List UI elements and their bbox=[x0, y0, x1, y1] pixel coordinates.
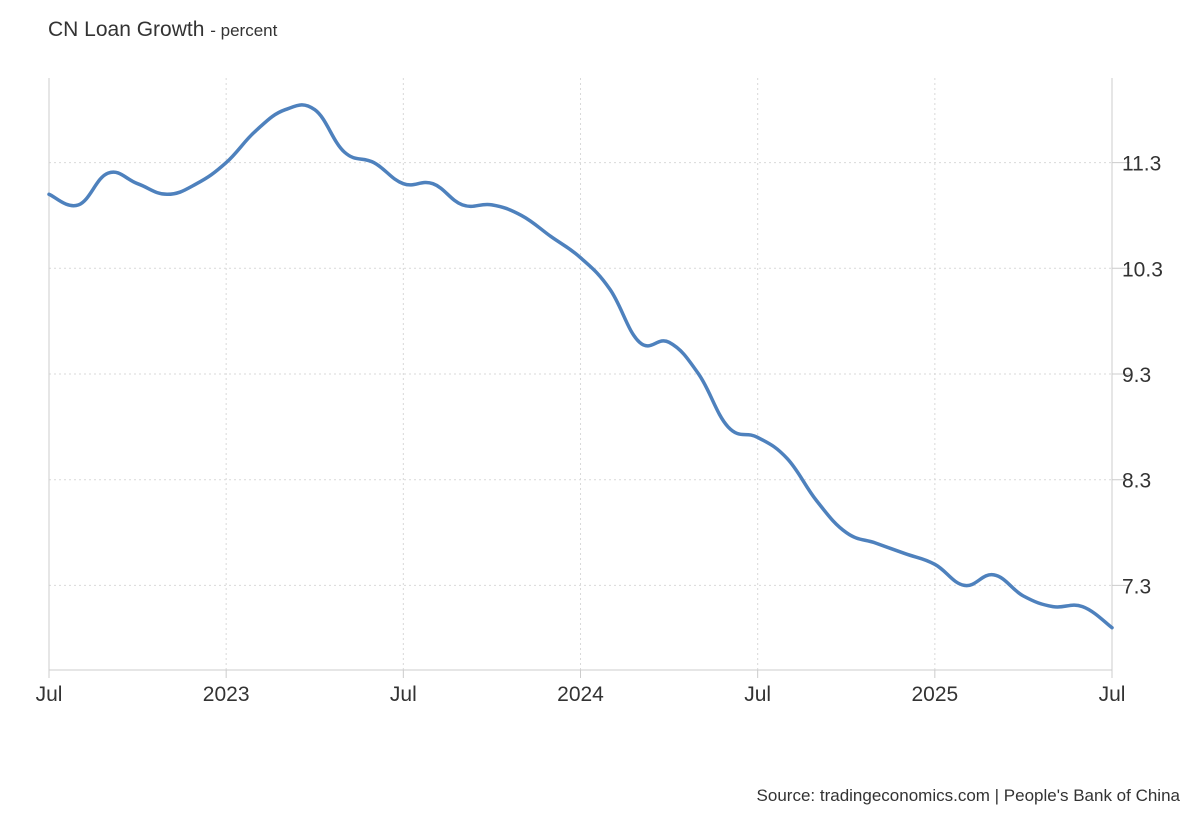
x-tick-labels: Jul 2023 Jul 2024 Jul 2025 Jul bbox=[36, 683, 1126, 706]
horizontal-grid bbox=[49, 162, 1112, 586]
y-tick-label: 10.3 bbox=[1122, 258, 1163, 281]
x-tick-label: 2025 bbox=[911, 683, 958, 706]
y-tick-labels: 7.3 8.3 9.3 10.3 11.3 bbox=[1122, 153, 1163, 599]
chart-title: CN Loan Growth - percent bbox=[48, 18, 277, 42]
x-tick-label: 2024 bbox=[557, 683, 604, 706]
x-tick-label: 2023 bbox=[203, 683, 250, 706]
source-note: Source: tradingeconomics.com | People's … bbox=[756, 786, 1180, 805]
axes bbox=[48, 78, 1130, 678]
y-tick-label: 11.3 bbox=[1122, 153, 1161, 176]
chart-title-text: CN Loan Growth bbox=[48, 18, 205, 41]
series-line bbox=[47, 103, 1114, 630]
x-tick-label: Jul bbox=[36, 683, 63, 706]
x-tick-label: Jul bbox=[390, 683, 417, 706]
y-tick-label: 9.3 bbox=[1122, 364, 1151, 387]
series-lines bbox=[47, 103, 1114, 630]
x-tick-label: Jul bbox=[744, 683, 771, 706]
y-tick-label: 8.3 bbox=[1122, 470, 1151, 493]
x-tick-label: Jul bbox=[1099, 683, 1126, 706]
y-tick-label: 7.3 bbox=[1122, 575, 1151, 598]
chart-unit: - percent bbox=[210, 21, 278, 40]
